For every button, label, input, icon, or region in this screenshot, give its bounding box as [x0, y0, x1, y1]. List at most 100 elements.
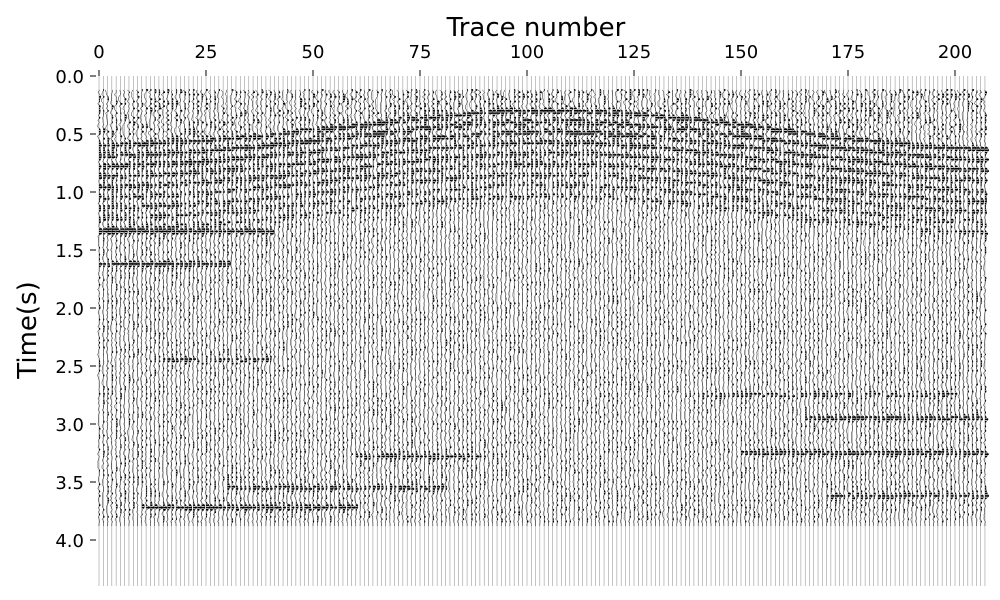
trace-fill [355, 91, 360, 511]
trace-fill [788, 93, 793, 516]
y-tick-label: 2.5 [55, 357, 84, 378]
trace-fill [368, 89, 373, 518]
trace-fill [454, 91, 460, 513]
trace-wiggle [426, 89, 434, 527]
trace-wiggle [897, 89, 904, 527]
trace-fill [920, 89, 924, 511]
x-axis: Trace number 0 25 50 75 100 125 150 175 200 [93, 13, 972, 76]
trace-fill [848, 98, 852, 516]
trace-fill [711, 91, 715, 516]
trace-fill [240, 91, 245, 520]
trace-wiggle [931, 89, 938, 527]
trace-fill [625, 91, 630, 509]
trace-fill [582, 91, 587, 511]
trace-fill [492, 93, 498, 509]
trace-fill [599, 89, 604, 509]
trace-fill [578, 91, 583, 520]
trace-fill [634, 89, 640, 511]
trace-fill [458, 93, 463, 516]
trace-fill [295, 116, 300, 513]
trace-wiggle [811, 89, 819, 527]
trace-fill [445, 96, 450, 518]
trace-fill [659, 107, 664, 513]
trace-wiggle [892, 89, 900, 527]
trace-fill [783, 103, 788, 520]
trace-fill [449, 91, 455, 506]
trace-fill [278, 91, 283, 511]
trace-fill [758, 93, 763, 518]
trace-fill [274, 93, 279, 523]
trace-wiggle [589, 89, 595, 527]
trace-fill [137, 91, 142, 495]
trace-wiggle [610, 89, 618, 527]
trace-fill [270, 91, 275, 518]
trace-fill [223, 107, 227, 511]
trace-fill [976, 91, 981, 511]
trace-fill [702, 98, 707, 518]
y-axis-title: Time(s) [13, 281, 43, 379]
trace-wiggle [619, 89, 626, 527]
trace-fill [394, 96, 399, 502]
trace-fill [655, 89, 660, 516]
trace-wiggle [255, 89, 263, 527]
trace-fill [865, 89, 869, 523]
trace-wiggle [623, 89, 630, 527]
trace-fill [141, 89, 147, 516]
trace-wiggle [101, 89, 109, 527]
trace-wiggle [293, 89, 301, 527]
trace-fill [736, 96, 742, 513]
trace-wiggle [298, 89, 305, 527]
trace-fill [107, 96, 114, 518]
trace-fill [552, 89, 557, 523]
trace-fill [244, 91, 250, 516]
trace-fill [248, 96, 254, 511]
trace-fill [287, 89, 292, 523]
trace-wiggle [935, 89, 943, 527]
trace-fill [616, 89, 622, 516]
trace-fill [351, 89, 356, 511]
trace-wiggle [708, 89, 716, 527]
trace-fill [608, 107, 613, 523]
trace-fill [779, 100, 784, 506]
trace-fill [432, 91, 437, 520]
trace-fill [539, 91, 545, 518]
trace-fill [437, 100, 441, 511]
trace-wiggle [636, 89, 644, 527]
trace-wiggle [525, 89, 532, 527]
y-tick-label: 3.5 [55, 473, 84, 494]
trace-fill [689, 89, 695, 509]
x-tick-label: 75 [409, 42, 432, 63]
trace-fill [942, 93, 946, 523]
trace-fill [334, 93, 338, 509]
trace-wiggle [584, 89, 592, 527]
trace-fill [163, 91, 169, 523]
trace-fill [128, 91, 134, 516]
trace-fill [398, 98, 403, 516]
trace-fill [698, 98, 703, 523]
trace-fill [813, 103, 818, 523]
trace-wiggle [730, 89, 737, 527]
trace-fill [176, 89, 181, 520]
trace-fill [959, 93, 963, 518]
y-tick-label: 3.0 [55, 415, 84, 436]
trace-fill [719, 91, 724, 513]
trace-fill [612, 105, 618, 523]
trace-fill [527, 91, 532, 523]
x-tick-label: 125 [617, 42, 651, 63]
trace-fill [505, 98, 511, 523]
trace-wiggle [131, 89, 139, 527]
trace-fill [347, 98, 352, 516]
trace-fill [210, 96, 215, 511]
trace-fill [766, 93, 771, 520]
trace-fill [843, 96, 848, 509]
trace-fill [385, 96, 390, 520]
trace-fill [415, 89, 419, 511]
trace-fill [300, 93, 305, 518]
trace-fill [955, 93, 960, 520]
trace-wiggle [580, 89, 588, 527]
trace-fill [360, 89, 364, 518]
trace-fill [261, 89, 266, 518]
trace-fill [916, 91, 921, 509]
trace-fill [809, 96, 815, 509]
